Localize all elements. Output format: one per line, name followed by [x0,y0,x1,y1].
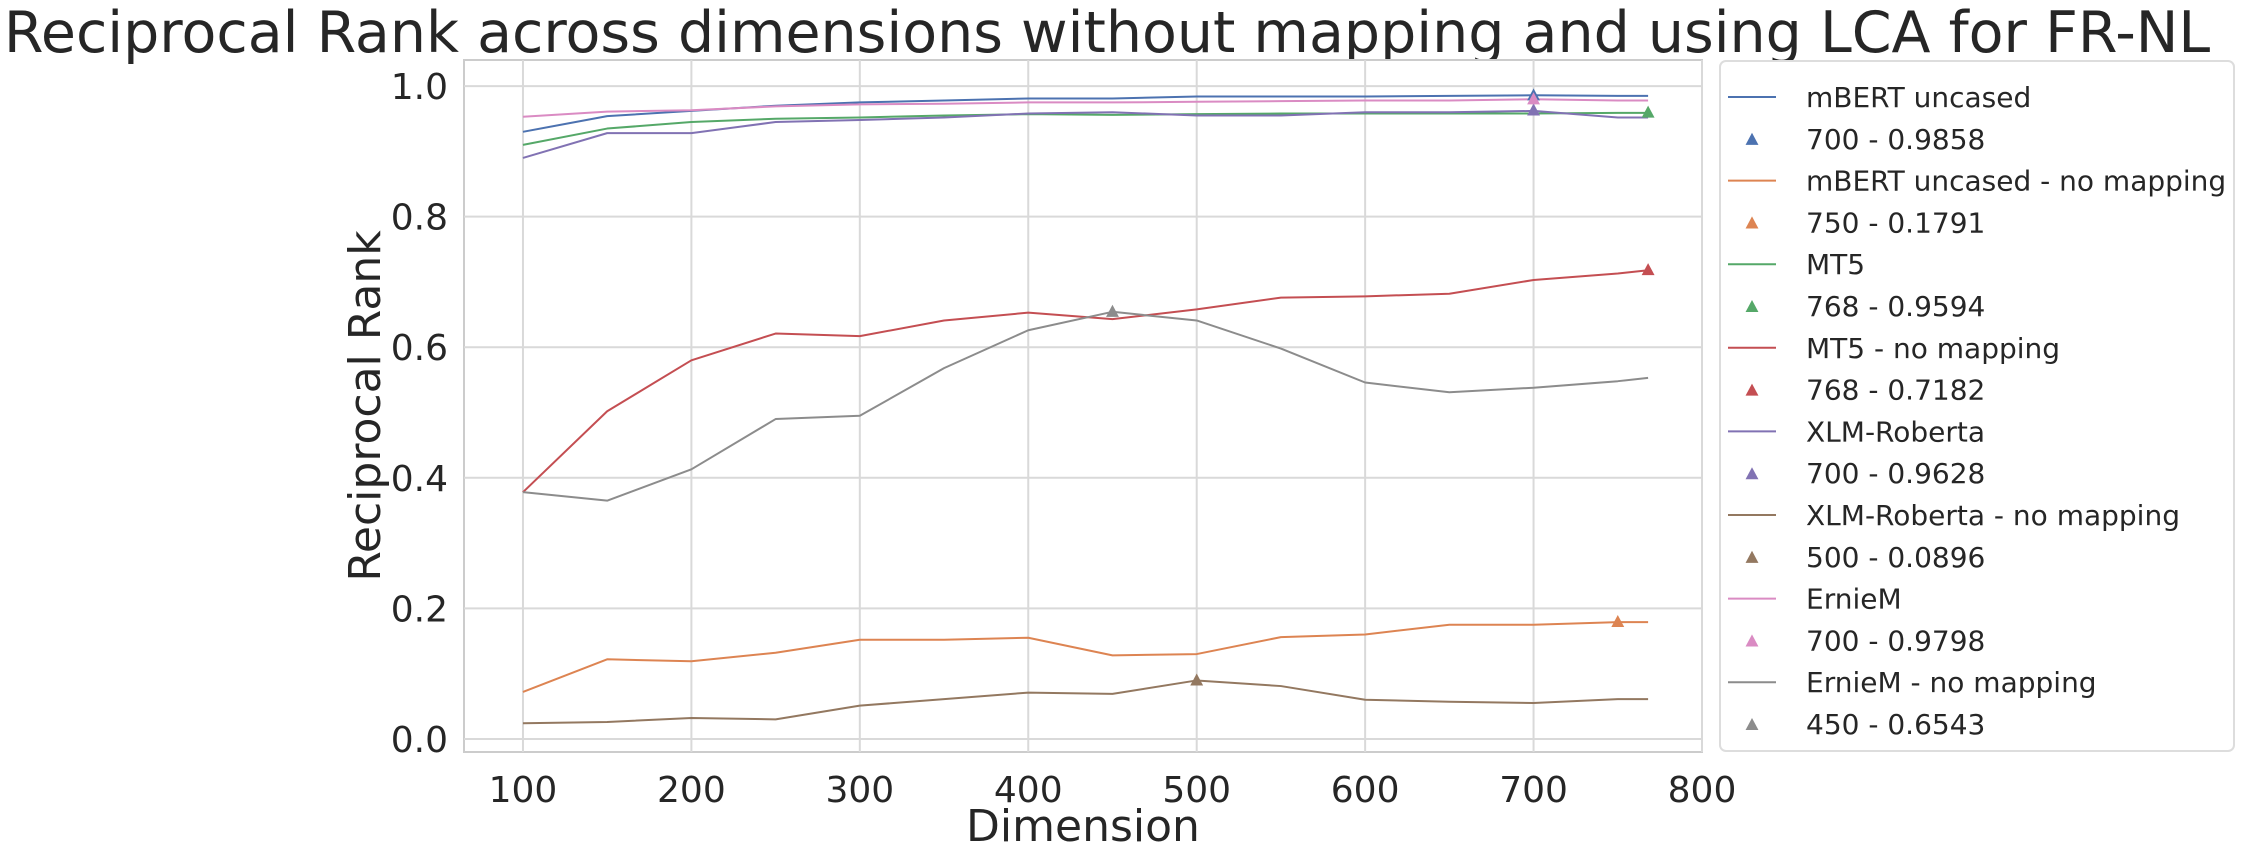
legend-best-label-erniem: 700 - 0.9798 [1806,624,1985,657]
best-marker-mbert-uncased-no-mapping [1611,615,1625,628]
legend-label-xlm-roberta: XLM-Roberta [1806,415,1985,448]
legend-frame [1719,60,2235,752]
y-tick-label: 0.6 [391,328,448,369]
series-line-mt5 [522,111,1649,146]
best-marker-mt5 [1641,105,1655,118]
best-marker-xlm-roberta-no-mapping [1190,673,1204,686]
x-tick-label: 700 [1499,770,1568,811]
best-marker-erniem [1527,92,1541,105]
legend-marker-mt5-no-mapping [1745,383,1759,396]
plot-frame [463,59,1703,753]
legend-label-xlm-roberta-no-mapping: XLM-Roberta - no mapping [1806,499,2180,532]
series-line-mt5-no-mapping [522,269,1649,493]
x-ticks: 100 200 300 400 500 600 700 800 [489,770,1737,811]
series-line-erniem [522,98,1649,118]
legend-marker-mbert-uncased [1745,132,1759,145]
legend-marker-erniem [1745,634,1759,647]
y-tick-label: 1.0 [391,67,448,108]
legend-marker-erniem-no-mapping [1745,718,1759,731]
best-marker-mt5-no-mapping [1641,263,1655,276]
legend-best-label-mbert-uncased-no-mapping: 750 - 0.1791 [1806,206,1985,239]
y-ticks: 0.0 0.2 0.4 0.6 0.8 1.0 [391,67,448,761]
y-tick-label: 0.8 [391,198,448,239]
legend-label-mbert-uncased-no-mapping: mBERT uncased - no mapping [1806,165,2226,198]
chart-title: Reciprocal Rank across dimensions withou… [4,0,2211,66]
x-tick-label: 300 [825,770,894,811]
series-lines [522,94,1649,725]
legend-best-label-xlm-roberta-no-mapping: 500 - 0.0896 [1806,541,1985,574]
legend-label-erniem: ErnieM [1806,583,1902,616]
legend-best-label-mt5: 768 - 0.9594 [1806,290,1985,323]
best-marker-xlm-roberta [1527,103,1541,116]
legend-marker-mt5 [1745,300,1759,313]
legend-marker-xlm-roberta [1745,467,1759,480]
x-axis-label: Dimension [966,801,1200,852]
series-line-xlm-roberta-no-mapping [522,679,1649,725]
legend-label-mbert-uncased: mBERT uncased [1806,81,2031,114]
best-markers [1106,88,1655,686]
legend-label-mt5: MT5 [1806,248,1865,281]
legend-items: mBERT uncased 700 - 0.9858 mBERT uncased -… [1728,81,2226,741]
grid [464,60,1703,752]
legend-best-label-xlm-roberta: 700 - 0.9628 [1806,457,1985,490]
legend-best-label-mt5-no-mapping: 768 - 0.7182 [1806,374,1985,407]
x-tick-label: 100 [489,770,558,811]
series-line-xlm-roberta [522,109,1649,159]
y-tick-label: 0.2 [391,589,448,630]
legend-marker-mbert-uncased-no-mapping [1745,216,1759,229]
y-tick-label: 0.0 [391,720,448,761]
x-tick-label: 200 [657,770,726,811]
series-line-mbert-uncased-no-mapping [522,621,1649,693]
legend-best-label-mbert-uncased: 700 - 0.9858 [1806,123,1985,156]
x-tick-label: 500 [1162,770,1231,811]
legend: mBERT uncased 700 - 0.9858 mBERT uncased -… [1719,60,2235,752]
x-tick-label: 400 [994,770,1063,811]
y-tick-label: 0.4 [391,459,448,500]
x-tick-label: 800 [1668,770,1737,811]
best-marker-erniem-no-mapping [1106,304,1119,317]
legend-marker-xlm-roberta-no-mapping [1745,550,1759,563]
legend-best-label-erniem-no-mapping: 450 - 0.6543 [1806,708,1985,741]
x-tick-label: 600 [1331,770,1400,811]
y-axis-label: Reciprocal Rank [340,230,391,582]
legend-label-erniem-no-mapping: ErnieM - no mapping [1806,666,2097,699]
legend-label-mt5-no-mapping: MT5 - no mapping [1806,332,2060,365]
